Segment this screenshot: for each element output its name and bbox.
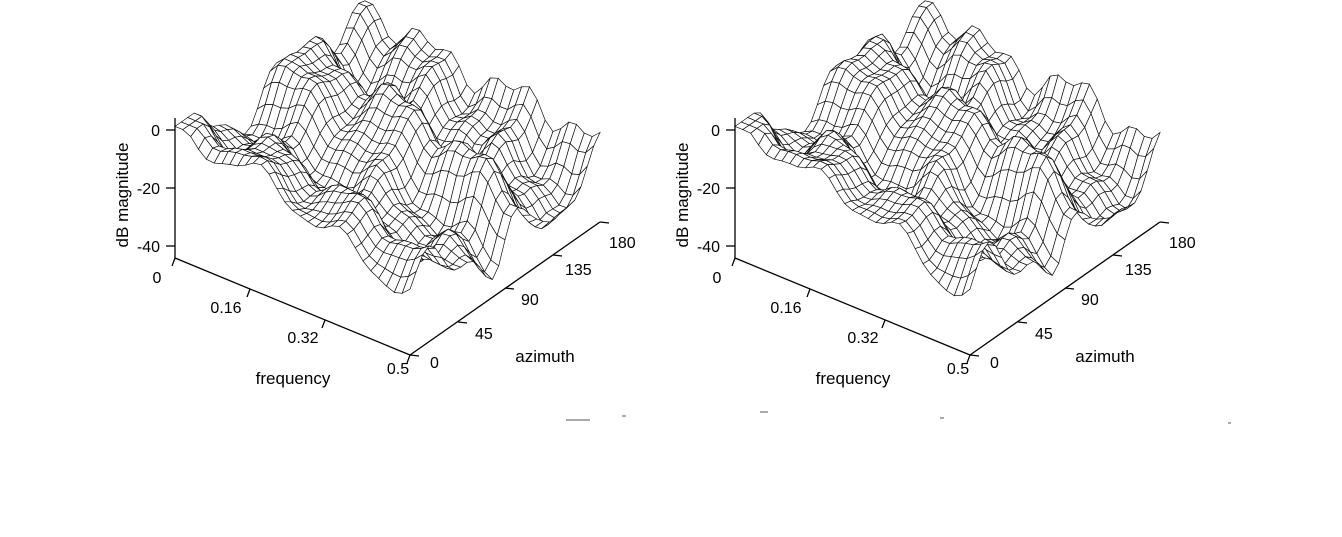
z-tick-label: -40: [137, 239, 160, 256]
left-surface-plot: 0 -20 -40 0 0.16 0.32 0.5 0 45 90 135 18…: [113, 0, 636, 421]
x-tick-mark: [171, 257, 176, 267]
y-tick-mark: [969, 354, 980, 357]
y-tick-label: 45: [1035, 326, 1053, 343]
surface-face: [401, 270, 417, 295]
z-tick-label: -40: [697, 239, 720, 256]
right-surface-mesh: [734, 0, 1161, 297]
right-plot-svg: 0 -20 -40 0 0.16 0.32 0.5 0 45 90 135 18…: [673, 0, 1231, 424]
y-tick-mark: [1017, 321, 1028, 324]
surface-face: [961, 267, 977, 297]
y-tick-mark: [409, 354, 420, 357]
x-axis-label: frequency: [816, 369, 891, 388]
left-plot-svg: 0 -20 -40 0 0.16 0.32 0.5 0 45 90 135 18…: [113, 0, 636, 421]
x-tick-label: 0.32: [287, 330, 318, 347]
y-axis-label: azimuth: [515, 347, 575, 366]
y-tick-label: 180: [609, 235, 636, 252]
z-tick-label: -20: [697, 181, 720, 198]
y-tick-mark: [1112, 254, 1123, 257]
y-tick-label: 0: [990, 355, 999, 372]
z-tick-label: -20: [137, 181, 160, 198]
z-axis-label: dB magnitude: [673, 143, 692, 248]
x-tick-mark: [406, 354, 411, 364]
y-tick-mark: [1064, 287, 1075, 290]
x-tick-label: 0.5: [387, 361, 409, 378]
x-tick-label: 0.16: [770, 300, 801, 317]
y-tick-label: 45: [475, 326, 493, 343]
y-tick-label: 135: [565, 262, 592, 279]
y-tick-label: 90: [1081, 292, 1099, 309]
y-tick-mark: [457, 321, 468, 324]
x-axis-line: [174, 257, 411, 356]
right-surface-plot: 0 -20 -40 0 0.16 0.32 0.5 0 45 90 135 18…: [560, 0, 1231, 537]
x-tick-mark: [731, 257, 736, 267]
y-tick-label: 0: [430, 355, 439, 372]
x-axis-label: frequency: [256, 369, 331, 388]
x-tick-mark: [321, 319, 326, 329]
x-tick-mark: [966, 354, 971, 364]
z-tick-label: 0: [151, 123, 160, 140]
x-tick-label: 0.5: [947, 361, 969, 378]
z-axis-label: dB magnitude: [113, 143, 132, 248]
scan-artifacts: [760, 411, 1231, 424]
y-tick-label: 90: [521, 292, 539, 309]
x-tick-mark: [246, 288, 251, 298]
x-axis-line: [734, 257, 971, 356]
left-surface-mesh: [174, 0, 601, 295]
y-tick-label: 180: [1169, 235, 1196, 252]
y-tick-mark: [599, 221, 610, 224]
scan-artifacts: [566, 415, 626, 421]
y-axis-label: azimuth: [1075, 347, 1135, 366]
x-tick-label: 0.32: [847, 330, 878, 347]
x-tick-label: 0: [713, 270, 722, 287]
x-tick-label: 0.16: [210, 300, 241, 317]
y-tick-mark: [504, 287, 515, 290]
y-tick-mark: [552, 254, 563, 257]
x-tick-label: 0: [153, 270, 162, 287]
x-tick-mark: [806, 288, 811, 298]
y-tick-label: 135: [1125, 262, 1152, 279]
x-tick-mark: [881, 319, 886, 329]
y-tick-mark: [1159, 221, 1170, 224]
z-tick-label: 0: [711, 123, 720, 140]
